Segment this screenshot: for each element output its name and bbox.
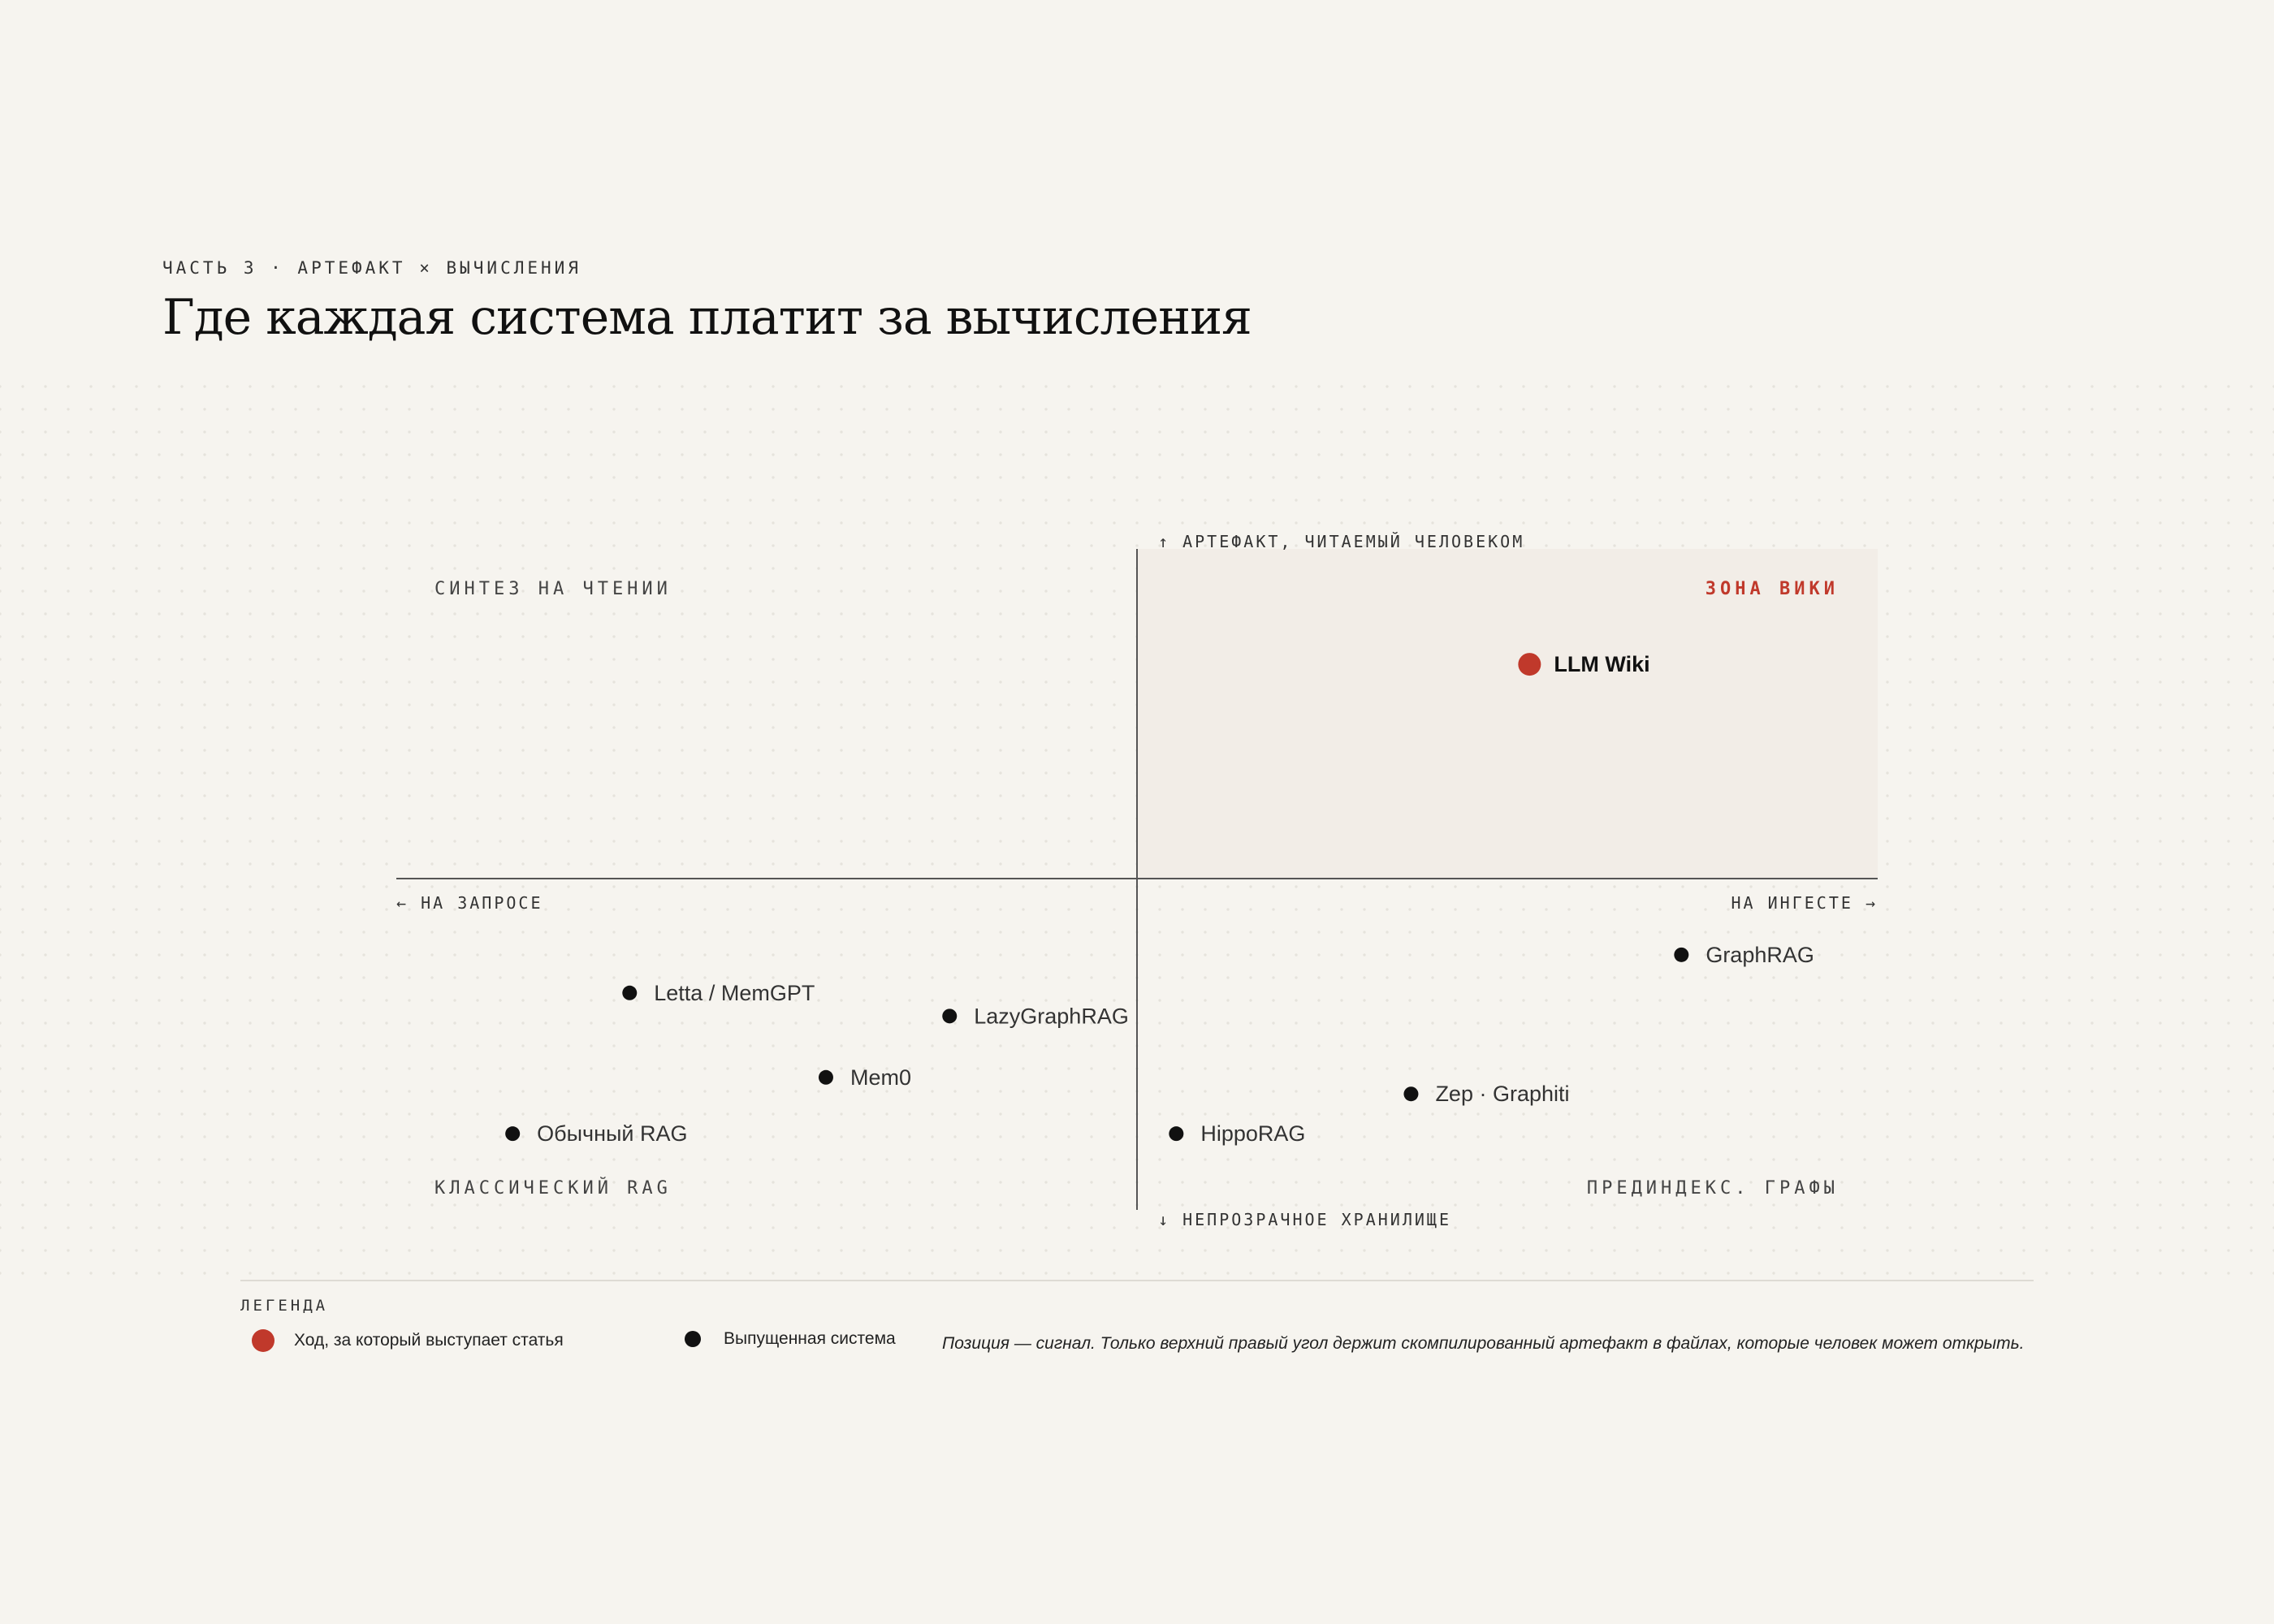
point-hipporag xyxy=(1169,1126,1184,1142)
point-label-letta-memgpt: Letta / MemGPT xyxy=(654,981,815,1005)
legend-item-released: Выпущенная система xyxy=(685,1329,896,1349)
quadrant-label-bottom-right: ПРЕДИНДЕКС. ГРАФЫ xyxy=(1587,1178,1839,1199)
page-title: Где каждая система платит за вычисления xyxy=(162,289,1252,346)
point-label-обычный-rag: Обычный RAG xyxy=(537,1121,687,1146)
point-label-zep-graphiti: Zep · Graphiti xyxy=(1435,1082,1569,1106)
page-header-background xyxy=(0,0,2274,382)
legend-advocated-label: Ход, за который выступает статья xyxy=(294,1331,564,1350)
point-label-llm-wiki: LLM Wiki xyxy=(1554,652,1649,676)
legend-item-advocated: Ход, за который выступает статья xyxy=(252,1329,564,1352)
point-letta-memgpt xyxy=(622,985,638,1000)
legend-note: Позиция — сигнал. Только верхний правый … xyxy=(942,1334,2025,1353)
point-label-hipporag: HippoRAG xyxy=(1200,1121,1305,1146)
point-llm-wiki xyxy=(1518,653,1541,676)
quadrant-chart: ↑ АРТЕФАКТ, ЧИТАЕМЫЙ ЧЕЛОВЕКОМ ↓ НЕПРОЗР… xyxy=(396,532,1878,1229)
quadrant-label-top-left: СИНТЕЗ НА ЧТЕНИИ xyxy=(434,579,672,599)
point-mem0 xyxy=(818,1069,833,1085)
points-layer: LLM Wiki GraphRAG Letta / MemGPT LazyGraphR… xyxy=(505,652,1814,1146)
y-axis-positive-label: ↑ АРТЕФАКТ, ЧИТАЕМЫЙ ЧЕЛОВЕКОМ xyxy=(1158,532,1524,551)
quadrant-label-top-right: ЗОНА ВИКИ xyxy=(1706,579,1839,599)
legend-heading: ЛЕГЕНДА xyxy=(240,1297,329,1315)
red-dot-icon xyxy=(252,1329,275,1352)
point-lazygraphrag xyxy=(942,1009,958,1024)
point-zep-graphiti xyxy=(1403,1086,1419,1102)
quadrant-label-bottom-left: КЛАССИЧЕСКИЙ RAG xyxy=(434,1177,672,1199)
point-label-lazygraphrag: LazyGraphRAG xyxy=(974,1004,1129,1028)
highlight-quadrant-wiki-zone xyxy=(1137,549,1878,879)
section-kicker: ЧАСТЬ 3 · АРТЕФАКТ × ВЫЧИСЛЕНИЯ xyxy=(162,258,581,278)
x-axis-negative-label: ← НА ЗАПРОСЕ xyxy=(396,893,543,913)
black-dot-icon xyxy=(685,1331,701,1347)
point-label-graphrag: GraphRAG xyxy=(1706,943,1814,967)
y-axis-negative-label: ↓ НЕПРОЗРАЧНОЕ ХРАНИЛИЩЕ xyxy=(1158,1210,1451,1229)
point-graphrag xyxy=(1674,947,1689,962)
page-footer-background xyxy=(0,1291,2274,1624)
x-axis-positive-label: НА ИНГЕСТЕ → xyxy=(1731,893,1878,913)
point-label-mem0: Mem0 xyxy=(850,1065,911,1090)
point-обычный-rag xyxy=(505,1126,521,1142)
legend-divider xyxy=(240,1280,2034,1281)
legend-released-label: Выпущенная система xyxy=(724,1329,896,1348)
